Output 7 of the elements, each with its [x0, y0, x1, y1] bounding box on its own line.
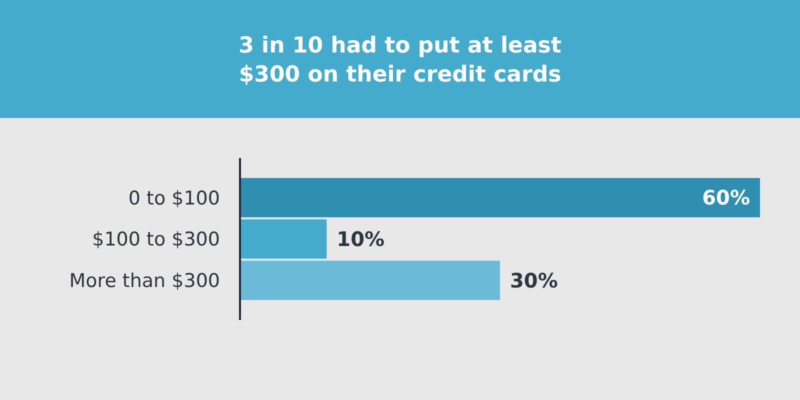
chart-title: 3 in 10 had to put at least $300 on their credit cards — [238, 34, 562, 88]
data-label: 10% — [336, 227, 385, 251]
data-label: 30% — [510, 268, 558, 292]
y-tick-label: 0 to $100 — [128, 187, 220, 210]
data-label: 60% — [702, 186, 750, 210]
y-tick-label: More than $300 — [69, 270, 220, 292]
y-tick-label: $100 to $300 — [92, 228, 220, 251]
